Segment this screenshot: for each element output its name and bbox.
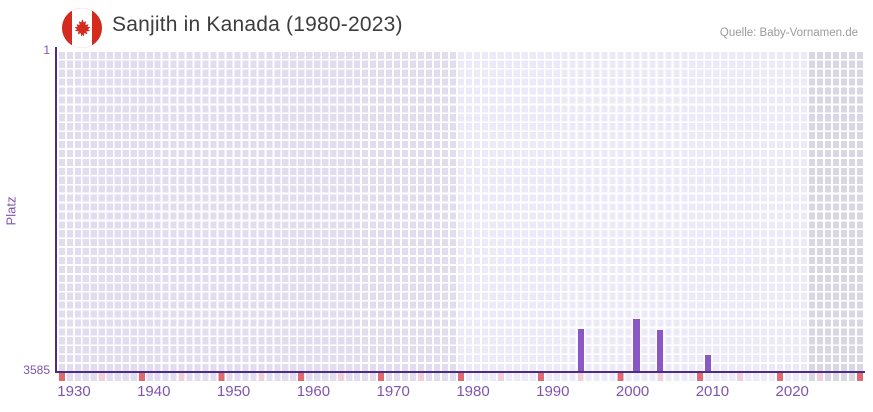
maple-leaf-icon	[74, 19, 90, 37]
x-tick-1990: 1990	[536, 383, 570, 400]
strip-gridlines	[57, 373, 863, 381]
x-axis-line	[55, 371, 865, 373]
x-tick-2020: 2020	[775, 383, 809, 400]
bar-2002	[633, 319, 640, 371]
x-tick-1950: 1950	[216, 383, 251, 400]
gridlines	[57, 50, 863, 371]
y-tick-top: 1	[43, 43, 50, 57]
year-marker-strip	[57, 373, 863, 381]
x-tick-1940: 1940	[137, 383, 171, 400]
x-tick-1970: 1970	[376, 383, 410, 400]
y-tick-bottom: 3585	[23, 363, 50, 377]
bar-2005	[657, 329, 664, 371]
plot-area	[57, 50, 863, 371]
x-tick-1980: 1980	[456, 383, 490, 400]
y-axis-line	[55, 47, 57, 373]
chart-title: Sanjith in Kanada (1980-2023)	[112, 13, 403, 36]
bar-1995	[577, 328, 584, 371]
x-tick-1960: 1960	[296, 383, 331, 400]
source-credit: Quelle: Baby-Vornamen.de	[719, 27, 858, 39]
bar-2011	[705, 354, 712, 371]
y-axis-title: Platz	[3, 196, 19, 226]
x-axis-tick-labels: 1930 1940 1950 1960 1970 1980 1990 2000 2010 2020	[57, 383, 863, 403]
x-tick-2010: 2010	[695, 383, 730, 400]
x-tick-1930: 1930	[57, 383, 91, 400]
canada-flag-icon	[62, 8, 102, 48]
x-tick-2000: 2000	[615, 383, 650, 400]
